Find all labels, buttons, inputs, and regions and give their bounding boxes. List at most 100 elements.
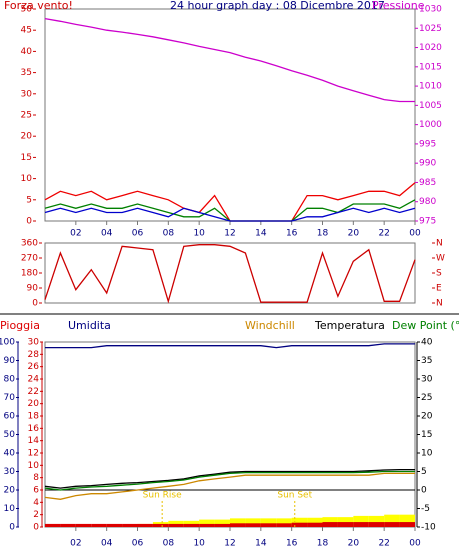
y-tick-label: 100 bbox=[0, 338, 15, 348]
rain-bar bbox=[122, 523, 138, 527]
rain-bar bbox=[168, 523, 184, 527]
rain-bar bbox=[214, 519, 230, 527]
y-tick-label: 40 bbox=[21, 47, 33, 57]
rain-bar bbox=[276, 518, 292, 527]
series-line bbox=[44, 244, 416, 304]
y2-tick-label: N bbox=[436, 239, 443, 249]
y-tick-label: 10 bbox=[4, 504, 16, 514]
rain-bar bbox=[230, 523, 246, 527]
annotation: Sun Rise bbox=[143, 491, 182, 501]
x-tick-label: 18 bbox=[317, 539, 329, 549]
y3-tick-label: 4 bbox=[33, 498, 39, 508]
x-tick-label: 02 bbox=[70, 539, 81, 549]
y3-tick-label: 16 bbox=[28, 424, 40, 434]
y-tick-label: 5 bbox=[26, 195, 32, 205]
rain-bar bbox=[199, 523, 215, 527]
y-tick-label: 90 bbox=[27, 284, 39, 294]
rain-bar bbox=[214, 523, 230, 527]
legend-entry: Windchill bbox=[245, 319, 295, 332]
x-tick-label: 14 bbox=[255, 229, 267, 239]
y3-tick-label: 6 bbox=[33, 486, 39, 496]
rain-bar bbox=[353, 515, 369, 527]
x-tick-label: 04 bbox=[101, 539, 113, 549]
y3-tick-label: 26 bbox=[28, 362, 40, 372]
y-tick-label: 0 bbox=[32, 299, 38, 309]
y-tick-label: 360 bbox=[21, 239, 38, 249]
y2-tick-label: 5 bbox=[421, 467, 427, 477]
rain-bar bbox=[307, 517, 323, 527]
x-tick-label: 16 bbox=[286, 229, 298, 239]
y-tick-label: 25 bbox=[21, 111, 32, 121]
y3-tick-label: 24 bbox=[28, 375, 40, 385]
y2-tick-label: -5 bbox=[421, 504, 430, 514]
y3-tick-label: 20 bbox=[28, 399, 40, 409]
y2-tick-label: 15 bbox=[421, 430, 432, 440]
rain-bar bbox=[368, 522, 385, 527]
y2-tick-label: 985 bbox=[419, 178, 436, 188]
x-tick-label: 06 bbox=[132, 229, 144, 239]
y2-tick-label: S bbox=[436, 269, 442, 279]
y-tick-label: 90 bbox=[4, 356, 16, 366]
y2-tick-label: 995 bbox=[419, 139, 436, 149]
rain-bar bbox=[245, 523, 261, 527]
y2-tick-label: 1025 bbox=[419, 24, 442, 34]
x-tick-label: 08 bbox=[163, 229, 175, 239]
rain-bar bbox=[291, 522, 308, 527]
rain-bar bbox=[91, 523, 107, 527]
x-tick-label: 22 bbox=[378, 229, 389, 239]
x-tick-label: 10 bbox=[193, 229, 205, 239]
rain-bar bbox=[291, 517, 308, 527]
series-line bbox=[44, 207, 416, 222]
y-tick-label: 30 bbox=[4, 467, 16, 477]
y2-tick-label: 20 bbox=[421, 412, 433, 422]
y2-tick-label: W bbox=[436, 254, 445, 264]
x-tick-label: 04 bbox=[101, 229, 113, 239]
y-label: Forza vento! bbox=[4, 0, 73, 12]
y-tick-label: 20 bbox=[21, 132, 33, 142]
y-tick-label: 60 bbox=[4, 412, 16, 422]
series-line bbox=[44, 472, 415, 500]
rain-bar bbox=[199, 519, 215, 527]
rain-bar bbox=[183, 520, 200, 527]
rain-bar bbox=[307, 522, 323, 527]
series-line bbox=[44, 17, 415, 103]
y3-tick-label: 2 bbox=[33, 510, 39, 520]
legend-entry: Umidita bbox=[68, 319, 111, 332]
y2-tick-label: 35 bbox=[421, 356, 432, 366]
rain-bar bbox=[399, 522, 415, 527]
x-tick-label: 14 bbox=[255, 539, 267, 549]
series-line bbox=[44, 470, 415, 491]
y2-tick-label: 0 bbox=[421, 486, 427, 496]
x-tick-label: 22 bbox=[378, 539, 389, 549]
rain-bar bbox=[106, 523, 123, 527]
x-tick-label: 08 bbox=[163, 539, 175, 549]
y3-tick-label: 8 bbox=[33, 473, 39, 483]
y3-tick-label: 18 bbox=[28, 412, 40, 422]
y2-tick-label: 1030 bbox=[419, 5, 442, 15]
y2-tick-label: N bbox=[436, 299, 443, 309]
rain-bar bbox=[245, 518, 261, 527]
title: 24 hour graph day : 08 Dicembre 2017 bbox=[170, 0, 385, 12]
annotation: Sun Set bbox=[277, 491, 312, 501]
series-line bbox=[44, 468, 415, 489]
y-tick-label: 70 bbox=[4, 393, 16, 403]
rain-bar bbox=[384, 522, 400, 527]
x-tick-label: 20 bbox=[348, 539, 360, 549]
rain-bar bbox=[337, 522, 354, 527]
y-tick-label: 30 bbox=[21, 89, 33, 99]
y-tick-label: 35 bbox=[21, 68, 32, 78]
y2-tick-label: 1020 bbox=[419, 43, 442, 53]
legend-entry: Temperatura bbox=[314, 319, 385, 332]
y-tick-label: 15 bbox=[21, 153, 32, 163]
plot-frame bbox=[44, 242, 416, 304]
rain-bar bbox=[60, 523, 76, 527]
y2-tick-label: 40 bbox=[421, 338, 433, 348]
legend-entry: Dew Point (°C bbox=[392, 319, 459, 332]
x-tick-label: 06 bbox=[132, 539, 144, 549]
x-tick-label: 16 bbox=[286, 539, 298, 549]
y2-tick-label: 990 bbox=[419, 159, 436, 169]
rain-bar bbox=[152, 523, 169, 527]
y-tick-label: 10 bbox=[21, 174, 33, 184]
y2-tick-label: 975 bbox=[419, 217, 436, 227]
rain-bar bbox=[353, 522, 369, 527]
